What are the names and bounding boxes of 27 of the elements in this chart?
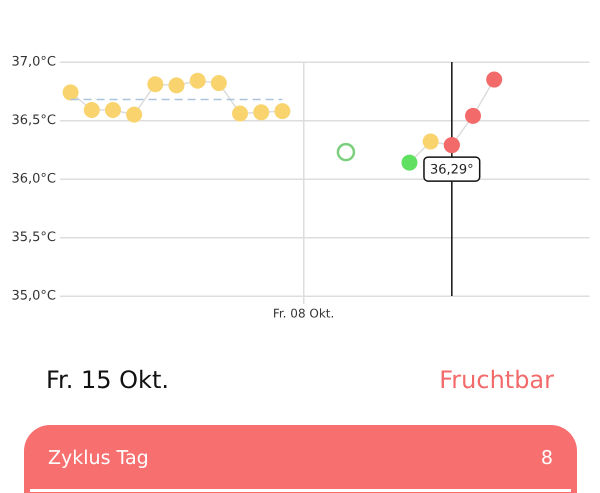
x-tick-label: Fr. 08 Okt. xyxy=(272,306,334,320)
y-tick-label: 36,0°C xyxy=(11,171,56,186)
point xyxy=(190,72,206,89)
point xyxy=(232,105,248,122)
text: Fr. 15 Okt. xyxy=(46,366,169,394)
point xyxy=(465,108,482,124)
text: Fruchtbar xyxy=(439,366,554,394)
point xyxy=(253,104,270,120)
y-tick-label: 36,5°C xyxy=(11,112,56,128)
info-card: Zyklus Tag 8 xyxy=(24,425,577,493)
point xyxy=(422,134,439,150)
y-tick-label: 37,0°C xyxy=(11,54,56,70)
point xyxy=(274,103,290,120)
point xyxy=(126,106,142,123)
point xyxy=(104,102,121,118)
data-label: 36,29° xyxy=(430,162,474,178)
point xyxy=(210,75,227,92)
point xyxy=(84,102,100,118)
point xyxy=(444,137,460,154)
point xyxy=(336,142,356,162)
point xyxy=(62,84,79,100)
y-tick-label: 35,5°C xyxy=(11,230,56,245)
y-tick-label: 35,0°C xyxy=(11,288,56,304)
point xyxy=(147,76,164,92)
point xyxy=(486,72,502,88)
point xyxy=(168,77,184,94)
point xyxy=(401,154,418,171)
